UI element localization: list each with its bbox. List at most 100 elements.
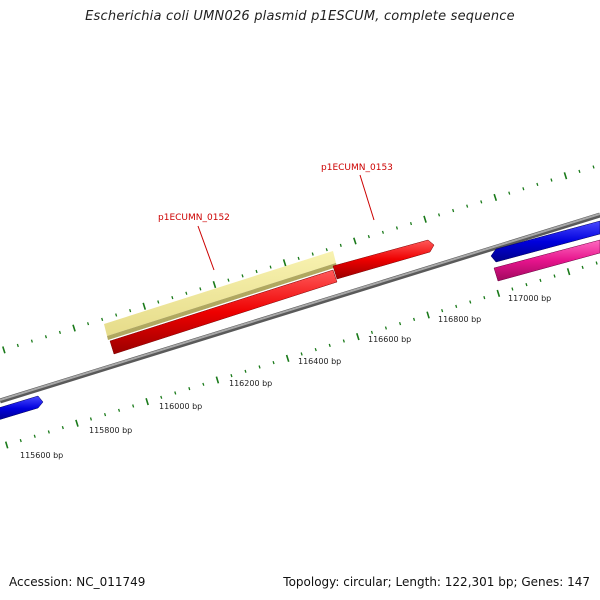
minor-tick xyxy=(525,283,528,287)
gene-pink-right[interactable] xyxy=(493,239,600,282)
minor-tick xyxy=(452,208,455,213)
major-tick xyxy=(356,333,360,341)
minor-tick xyxy=(297,256,300,260)
gene-blue-left[interactable] xyxy=(0,395,44,421)
scale-label: 115600 bp xyxy=(20,451,63,460)
accession-text: Accession: NC_011749 xyxy=(9,575,146,589)
minor-tick xyxy=(511,287,514,291)
minor-tick xyxy=(86,322,90,326)
minor-tick xyxy=(367,235,370,239)
minor-tick xyxy=(592,165,595,169)
minor-tick xyxy=(16,343,19,348)
minor-tick xyxy=(185,291,188,295)
minor-tick xyxy=(157,300,160,304)
scale-label: 117000 bp xyxy=(508,294,551,303)
minor-tick xyxy=(395,226,399,230)
minor-tick xyxy=(101,317,104,321)
gene-p1ECUMN-0153-red[interactable] xyxy=(332,239,435,280)
minor-tick xyxy=(553,274,556,278)
scale-labels: 115600 bp 115800 bp 116000 bp 116200 bp … xyxy=(20,294,551,460)
gene-red-1[interactable] xyxy=(109,269,338,355)
minor-tick xyxy=(174,391,177,395)
major-tick xyxy=(215,376,220,384)
minor-tick xyxy=(47,430,50,434)
minor-tick xyxy=(412,317,416,321)
minor-tick xyxy=(536,182,539,186)
major-tick xyxy=(4,441,9,449)
minor-tick xyxy=(311,252,314,256)
major-tick xyxy=(566,268,571,276)
map-title: Escherichia coli UMN026 plasmid p1ESCUM,… xyxy=(85,9,515,24)
minor-tick xyxy=(325,248,328,252)
minor-tick xyxy=(314,348,317,352)
plasmid-backbone xyxy=(0,212,600,404)
minor-tick xyxy=(455,304,458,308)
minor-tick xyxy=(19,439,22,443)
label-leader-0153 xyxy=(359,174,375,221)
minor-tick xyxy=(437,213,441,217)
minor-tick xyxy=(202,382,205,386)
gene-label-p1ECUMN-0152[interactable]: p1ECUMN_0152 xyxy=(158,213,230,223)
major-tick xyxy=(212,280,217,289)
scale-label: 116800 bp xyxy=(438,315,481,324)
minor-tick xyxy=(550,178,553,182)
minor-tick xyxy=(244,369,247,373)
minor-tick xyxy=(199,287,202,291)
minor-tick xyxy=(539,278,542,282)
minor-tick xyxy=(581,265,584,269)
scale-label: 116000 bp xyxy=(159,402,202,411)
topology-summary: Topology: circular; Length: 122,301 bp; … xyxy=(283,575,590,589)
major-tick xyxy=(2,346,6,354)
major-tick xyxy=(72,324,76,332)
minor-tick xyxy=(398,322,402,326)
major-tick xyxy=(285,354,290,362)
major-tick xyxy=(493,193,498,202)
minor-tick xyxy=(522,187,525,191)
minor-tick xyxy=(300,352,303,356)
gene-label-p1ECUMN-0153[interactable]: p1ECUMN_0153 xyxy=(321,163,393,173)
minor-tick xyxy=(188,387,191,391)
minor-tick xyxy=(227,278,230,282)
major-tick xyxy=(142,302,147,310)
minor-tick xyxy=(466,204,469,208)
minor-tick xyxy=(328,343,331,347)
major-tick xyxy=(75,419,79,427)
scale-label: 116200 bp xyxy=(229,379,272,388)
minor-tick xyxy=(58,330,62,334)
minor-tick xyxy=(469,300,472,304)
scale-label: 116400 bp xyxy=(298,357,341,366)
minor-tick xyxy=(595,261,598,265)
major-tick xyxy=(353,237,357,245)
gene-p1ECUMN-0152-yellow[interactable] xyxy=(104,251,337,340)
major-tick xyxy=(496,289,501,297)
minor-tick xyxy=(269,265,272,269)
outer-tick-ring xyxy=(2,165,595,354)
minor-tick xyxy=(578,169,581,173)
major-tick xyxy=(282,259,287,267)
minor-tick xyxy=(384,326,388,330)
minor-tick xyxy=(339,243,342,247)
minor-tick xyxy=(171,296,174,300)
minor-tick xyxy=(115,313,118,317)
major-tick xyxy=(563,172,568,180)
minor-tick xyxy=(258,365,261,369)
gene-blue-right[interactable] xyxy=(490,220,600,263)
minor-tick xyxy=(381,230,385,234)
minor-tick xyxy=(129,309,132,313)
scale-label: 116600 bp xyxy=(368,335,411,344)
minor-tick xyxy=(33,434,36,438)
minor-tick xyxy=(241,274,244,278)
minor-tick xyxy=(370,330,374,334)
minor-tick xyxy=(272,361,275,365)
major-tick xyxy=(423,215,427,223)
minor-tick xyxy=(409,222,413,226)
inner-tick-ring xyxy=(4,261,598,449)
minor-tick xyxy=(483,296,486,300)
minor-tick xyxy=(255,269,258,274)
minor-tick xyxy=(103,413,107,417)
minor-tick xyxy=(30,339,33,343)
label-leader-0152 xyxy=(197,225,215,271)
minor-tick xyxy=(132,404,135,408)
minor-tick xyxy=(160,395,163,399)
